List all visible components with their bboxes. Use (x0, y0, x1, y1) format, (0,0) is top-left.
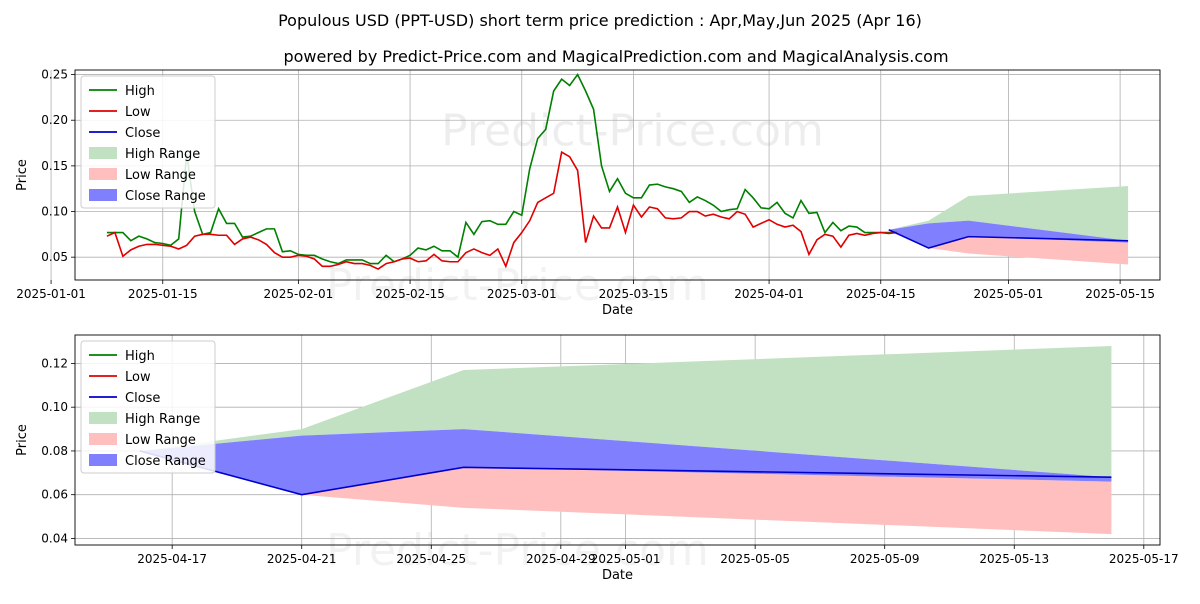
high-range-band (139, 345, 1112, 478)
legend-label: High Range (125, 147, 200, 162)
x-tick-label: 2025-01-01 (16, 287, 86, 301)
x-tick-label: 2025-04-21 (267, 552, 337, 566)
x-tick-label: 2025-04-17 (137, 552, 207, 566)
x-axis-label: Date (602, 303, 633, 318)
x-tick-label: 2025-05-13 (979, 552, 1049, 566)
y-tick-label: 0.10 (41, 400, 68, 414)
low-series-line (106, 150, 897, 270)
x-tick-label: 2025-02-01 (264, 287, 334, 301)
x-tick-label: 2025-05-17 (1109, 552, 1179, 566)
watermark-text: Predict-Price.com (326, 260, 709, 311)
y-tick-label: 0.04 (41, 531, 68, 545)
x-tick-label: 2025-04-25 (396, 552, 466, 566)
high-series-line (106, 73, 897, 265)
legend-label: High (125, 349, 155, 364)
legend-swatch-patch (89, 433, 117, 445)
plot-frame (74, 69, 1161, 281)
plot-area (139, 345, 1112, 535)
y-tick-label: 0.08 (41, 444, 68, 458)
plot-frame (74, 334, 1161, 546)
x-tick-label: 2025-05-15 (1085, 287, 1155, 301)
legend-swatch-patch (89, 147, 117, 159)
legend-swatch-patch (89, 168, 117, 180)
legend-label: Low (125, 105, 151, 120)
y-tick-label: 0.15 (41, 159, 68, 173)
y-tick-label: 0.20 (41, 113, 68, 127)
close-series-line (139, 450, 1112, 496)
y-tick-label: 0.10 (41, 205, 68, 219)
legend: High Low Close High Range Low Range Close Ran… (80, 75, 216, 209)
x-tick-label: 2025-05-09 (850, 552, 920, 566)
legend: High Low Close High Range Low Range Close Ran… (80, 340, 216, 474)
x-tick-label: 2025-04-15 (846, 287, 916, 301)
history-panel: Predict-Price.comPredict-Price.com2025-0… (15, 68, 1161, 318)
legend-label: Close (125, 391, 160, 406)
legend-label: Close Range (125, 189, 206, 204)
y-axis-label: Price (15, 159, 30, 191)
x-tick-label: 2025-01-15 (128, 287, 198, 301)
legend-label: Close (125, 126, 160, 141)
y-tick-label: 0.06 (41, 488, 68, 502)
x-tick-label: 2025-02-15 (375, 287, 445, 301)
legend-label: High (125, 84, 155, 99)
legend-swatch-patch (89, 412, 117, 424)
legend-swatch-patch (89, 454, 117, 466)
plot-area (106, 73, 1129, 270)
y-tick-label: 0.05 (41, 250, 68, 264)
x-axis-label: Date (602, 568, 633, 583)
low-range-band (139, 450, 1112, 535)
close-range-band (888, 220, 1129, 249)
chart-title: Populous USD (PPT-USD) short term price … (278, 11, 922, 30)
low-range-band (888, 229, 1129, 265)
chart-subtitle: powered by Predict-Price.com and Magical… (283, 47, 948, 66)
y-tick-label: 0.25 (41, 68, 68, 82)
x-tick-label: 2025-03-15 (599, 287, 669, 301)
x-tick-label: 2025-05-05 (720, 552, 790, 566)
forecast-panel: Predict-Price.comPredict-Price.com2025-0… (15, 334, 1179, 583)
x-tick-label: 2025-04-01 (734, 287, 804, 301)
x-tick-label: 2025-05-01 (974, 287, 1044, 301)
x-tick-label: 2025-05-01 (591, 552, 661, 566)
watermark-text: Predict-Price.com (326, 525, 709, 576)
watermark-text: Predict-Price.com (441, 106, 824, 157)
legend-label: High Range (125, 412, 200, 427)
x-tick-label: 2025-04-29 (526, 552, 596, 566)
legend-label: Low (125, 370, 151, 385)
legend-label: Low Range (125, 168, 196, 183)
legend-label: Low Range (125, 433, 196, 448)
high-range-band (888, 185, 1129, 241)
y-tick-label: 0.12 (41, 356, 68, 370)
legend-swatch-patch (89, 189, 117, 201)
close-range-band (139, 429, 1112, 495)
x-tick-label: 2025-03-01 (487, 287, 557, 301)
legend-label: Close Range (125, 454, 206, 469)
close-series-line (888, 229, 1129, 249)
y-axis-label: Price (15, 424, 30, 456)
